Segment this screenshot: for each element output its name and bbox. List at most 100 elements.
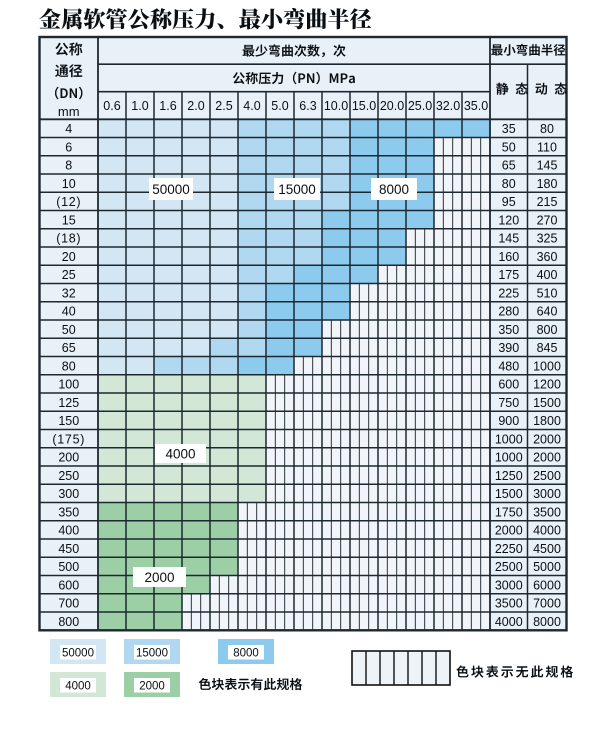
- svg-text:4: 4: [65, 122, 72, 136]
- svg-text:1000: 1000: [495, 451, 523, 465]
- svg-text:4000: 4000: [65, 680, 91, 692]
- svg-text:400: 400: [537, 268, 558, 282]
- svg-text:80: 80: [540, 122, 554, 136]
- svg-text:350: 350: [58, 505, 79, 519]
- svg-text:(175): (175): [52, 432, 85, 446]
- svg-text:1500: 1500: [533, 396, 561, 410]
- svg-text:4.0: 4.0: [243, 99, 260, 113]
- svg-text:7000: 7000: [533, 597, 561, 611]
- svg-text:1000: 1000: [533, 359, 561, 373]
- svg-text:800: 800: [537, 323, 558, 337]
- svg-text:35: 35: [502, 122, 516, 136]
- svg-text:900: 900: [498, 414, 519, 428]
- svg-text:150: 150: [58, 414, 79, 428]
- svg-text:2000: 2000: [144, 570, 174, 585]
- svg-text:8000: 8000: [533, 615, 561, 629]
- svg-text:(12): (12): [56, 195, 81, 209]
- svg-text:95: 95: [502, 195, 516, 209]
- svg-text:1750: 1750: [495, 505, 523, 519]
- svg-text:15000: 15000: [278, 182, 316, 197]
- svg-text:3000: 3000: [495, 578, 523, 592]
- svg-text:120: 120: [498, 213, 519, 227]
- svg-text:1200: 1200: [533, 378, 561, 392]
- svg-text:700: 700: [58, 597, 79, 611]
- svg-text:750: 750: [498, 396, 519, 410]
- svg-text:175: 175: [498, 268, 519, 282]
- svg-text:6000: 6000: [533, 578, 561, 592]
- svg-text:65: 65: [502, 159, 516, 173]
- svg-text:145: 145: [537, 159, 558, 173]
- svg-text:2250: 2250: [495, 542, 523, 556]
- svg-text:1250: 1250: [495, 469, 523, 483]
- svg-text:270: 270: [537, 213, 558, 227]
- svg-text:8000: 8000: [379, 182, 409, 197]
- svg-text:100: 100: [58, 378, 79, 392]
- svg-text:32.0: 32.0: [436, 99, 460, 113]
- svg-text:32: 32: [62, 286, 76, 300]
- svg-text:2.0: 2.0: [187, 99, 204, 113]
- svg-text:15.0: 15.0: [352, 99, 376, 113]
- svg-text:600: 600: [58, 578, 79, 592]
- svg-text:80: 80: [62, 359, 76, 373]
- svg-text:4000: 4000: [533, 524, 561, 538]
- svg-text:390: 390: [498, 341, 519, 355]
- svg-text:8000: 8000: [233, 647, 259, 659]
- svg-text:65: 65: [62, 341, 76, 355]
- svg-text:3000: 3000: [533, 487, 561, 501]
- svg-text:40: 40: [62, 305, 76, 319]
- svg-text:8: 8: [65, 159, 72, 173]
- svg-text:20.0: 20.0: [380, 99, 404, 113]
- svg-text:25: 25: [62, 268, 76, 282]
- svg-text:50000: 50000: [152, 182, 190, 197]
- svg-text:400: 400: [58, 524, 79, 538]
- svg-text:4500: 4500: [533, 542, 561, 556]
- svg-text:300: 300: [58, 487, 79, 501]
- svg-text:600: 600: [498, 378, 519, 392]
- svg-text:480: 480: [498, 359, 519, 373]
- svg-text:20: 20: [62, 250, 76, 264]
- svg-text:6: 6: [65, 140, 72, 154]
- svg-text:2500: 2500: [533, 469, 561, 483]
- svg-text:160: 160: [498, 250, 519, 264]
- svg-text:2000: 2000: [139, 680, 165, 692]
- svg-text:325: 325: [537, 232, 558, 246]
- svg-text:50: 50: [62, 323, 76, 337]
- svg-text:500: 500: [58, 560, 79, 574]
- svg-text:180: 180: [537, 177, 558, 191]
- svg-text:6.3: 6.3: [299, 99, 316, 113]
- svg-text:145: 145: [498, 232, 519, 246]
- svg-text:450: 450: [58, 542, 79, 556]
- svg-text:50: 50: [502, 140, 516, 154]
- svg-text:845: 845: [537, 341, 558, 355]
- svg-text:215: 215: [537, 195, 558, 209]
- svg-text:mm: mm: [58, 104, 80, 119]
- svg-text:50000: 50000: [62, 647, 94, 659]
- svg-text:10.0: 10.0: [324, 99, 348, 113]
- svg-text:350: 350: [498, 323, 519, 337]
- svg-text:4000: 4000: [165, 446, 195, 461]
- svg-text:510: 510: [537, 286, 558, 300]
- svg-text:1.6: 1.6: [159, 99, 176, 113]
- svg-text:3500: 3500: [495, 597, 523, 611]
- svg-text:0.6: 0.6: [103, 99, 120, 113]
- svg-text:3500: 3500: [533, 505, 561, 519]
- svg-text:2.5: 2.5: [215, 99, 232, 113]
- svg-text:5000: 5000: [533, 560, 561, 574]
- svg-text:800: 800: [58, 615, 79, 629]
- svg-text:2500: 2500: [495, 560, 523, 574]
- svg-text:360: 360: [537, 250, 558, 264]
- svg-text:1800: 1800: [533, 414, 561, 428]
- svg-text:10: 10: [62, 177, 76, 191]
- svg-text:110: 110: [537, 140, 557, 154]
- svg-text:1500: 1500: [495, 487, 523, 501]
- svg-text:15000: 15000: [136, 647, 168, 659]
- svg-text:640: 640: [537, 305, 558, 319]
- svg-text:250: 250: [58, 469, 79, 483]
- svg-text:2000: 2000: [533, 432, 561, 446]
- svg-text:2000: 2000: [495, 524, 523, 538]
- svg-text:1000: 1000: [495, 432, 523, 446]
- svg-text:125: 125: [58, 396, 79, 410]
- svg-text:35.0: 35.0: [464, 99, 488, 113]
- svg-text:225: 225: [498, 286, 519, 300]
- svg-text:4000: 4000: [495, 615, 523, 629]
